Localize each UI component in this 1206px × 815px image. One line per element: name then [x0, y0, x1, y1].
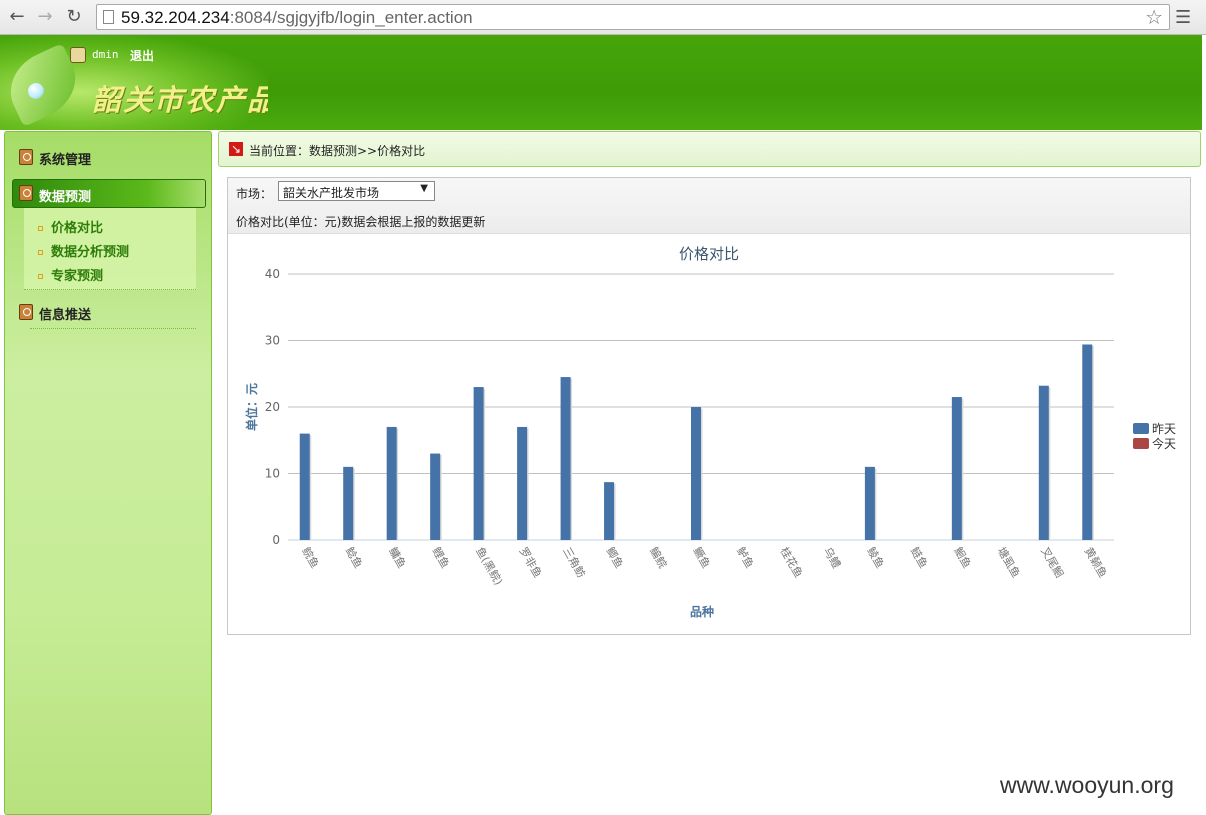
chart-bars: [299, 344, 1094, 540]
content-panel: 市场： 韶关水产批发市场 ▼ 价格对比(单位：元)数据会根据上报的数据更新: [227, 177, 1191, 635]
filter-bar: 市场： 韶关水产批发市场 ▼ 价格对比(单位：元)数据会根据上报的数据更新: [228, 178, 1190, 234]
x-axis-label: 品种: [690, 604, 714, 619]
submenu-label: 专家预测: [51, 269, 104, 284]
submenu-item-expert-forecast[interactable]: 专家预测: [38, 265, 104, 284]
url-path: :8084/sgjgyjfb/login_enter.action: [229, 8, 473, 27]
book-icon: [19, 304, 33, 320]
bar: [1082, 344, 1093, 540]
bar: [560, 377, 571, 540]
x-tick-label: 鲈鱼: [734, 545, 757, 571]
submenu-label: 价格对比: [51, 221, 104, 236]
reload-icon[interactable]: ↻: [66, 6, 82, 27]
submenu-label: 数据分析预测: [51, 245, 130, 260]
url-host: 59.32.204.234: [121, 8, 230, 27]
user-name: dmin: [92, 48, 119, 61]
arrow-down-right-icon: ↘: [229, 142, 243, 156]
sidebar-divider: [30, 328, 196, 329]
address-bar[interactable]: 59.32.204.234:8084/sgjgyjfb/login_enter.…: [96, 4, 1170, 30]
browser-menu-icon[interactable]: ☰: [1175, 7, 1192, 28]
legend-swatch: [1133, 423, 1149, 434]
y-axis-label: 单位：元: [244, 383, 259, 431]
chart-title: 价格对比: [679, 245, 739, 263]
x-tick-label: 乌鳢: [821, 545, 844, 571]
submenu-item-price-compare[interactable]: 价格对比: [38, 217, 104, 236]
bar: [343, 466, 354, 540]
sidebar-item-label: 数据预测: [39, 190, 92, 205]
x-tick-label: 鲫鱼: [603, 545, 626, 571]
bar: [386, 426, 397, 540]
bullet-icon: [38, 226, 43, 231]
forward-icon[interactable]: →: [37, 6, 53, 27]
y-tick-label: 20: [265, 400, 280, 414]
submenu: 价格对比 数据分析预测 专家预测: [24, 208, 196, 290]
header-banner-art: [0, 35, 268, 130]
x-tick-label: 鮰鱼: [951, 545, 974, 571]
bar: [951, 397, 962, 540]
x-tick-label: 鳙鱼: [386, 545, 409, 571]
y-tick-label: 0: [272, 533, 280, 547]
market-select-value: 韶关水产批发市场: [283, 186, 380, 200]
back-icon[interactable]: ←: [9, 6, 25, 27]
url-text: 59.32.204.234:8084/sgjgyjfb/login_enter.…: [121, 8, 473, 28]
sidebar-item-info-push[interactable]: 信息推送: [13, 299, 205, 325]
browser-toolbar: ← → ↻ 59.32.204.234:8084/sgjgyjfb/login_…: [0, 0, 1206, 35]
bar: [517, 426, 528, 540]
sidebar-item-label: 系统管理: [39, 153, 92, 168]
app-header: dmin 退出 韶关市农产品: [0, 35, 1202, 130]
bar: [1038, 385, 1049, 540]
bar: [430, 453, 441, 540]
page-icon: [103, 10, 114, 24]
book-icon: [19, 149, 33, 165]
breadcrumb-text: 当前位置：数据预测>>价格对比: [249, 144, 426, 158]
user-icon: [70, 47, 86, 63]
breadcrumb: ↘ 当前位置：数据预测>>价格对比: [218, 131, 1201, 167]
market-label: 市场：: [236, 187, 273, 201]
x-axis-ticks: 鲩鱼 鲶鱼 鳙鱼 鲤鱼 鱼(黑鲩) 罗非鱼 三角鲂 鲫鱼 鳊鲩 鳜鱼 鲈鱼 桂花鱼 乌鳢 鲮鱼 鲢鱼 鮰鱼 塘虱…: [299, 545, 1110, 588]
legend-label: 昨天: [1152, 422, 1176, 436]
bar: [473, 387, 484, 540]
y-tick-label: 40: [265, 267, 280, 281]
x-tick-label: 三角鲂: [560, 545, 589, 581]
x-tick-label: 鲮鱼: [864, 545, 887, 571]
sidebar-item-system-management[interactable]: 系统管理: [13, 144, 205, 170]
dropdown-arrow-icon: ▼: [420, 183, 428, 194]
bullet-icon: [38, 250, 43, 255]
book-icon: [19, 185, 33, 201]
bar: [864, 466, 875, 540]
x-tick-label: 鳜鱼: [690, 545, 713, 571]
x-tick-label: 桂花鱼: [777, 545, 806, 581]
x-tick-label: 黄颡鱼: [1082, 545, 1111, 581]
y-axis-ticks: 0 10 20 30 40: [265, 267, 280, 547]
unit-note: 价格对比(单位：元)数据会根据上报的数据更新: [236, 215, 486, 229]
water-drop-graphic: [28, 83, 44, 99]
x-tick-label: 鲶鱼: [343, 545, 366, 571]
submenu-item-data-analysis[interactable]: 数据分析预测: [38, 241, 130, 260]
bar: [691, 407, 701, 540]
y-tick-label: 30: [265, 334, 280, 348]
x-tick-label: 叉尾鮰: [1038, 545, 1067, 581]
y-tick-label: 10: [265, 467, 280, 481]
x-tick-label: 罗非鱼: [517, 545, 546, 581]
sidebar-item-data-forecast[interactable]: 数据预测: [12, 179, 206, 208]
x-tick-label: 鳊鲩: [647, 545, 670, 571]
market-select[interactable]: 韶关水产批发市场 ▼: [278, 181, 435, 201]
bar: [299, 433, 310, 540]
logout-link[interactable]: 退出: [130, 49, 155, 63]
price-comparison-chart: 价格对比 0 10 20 30 40 鲩鱼 鲶鱼 鳙鱼 鲤鱼 鱼(黑鲩) 罗非鱼 三角鲂 鲫鱼 鳊鲩 鳜鱼…: [244, 245, 1176, 619]
x-tick-label: 鲤鱼: [430, 545, 453, 571]
x-tick-label: 塘虱鱼: [995, 545, 1024, 581]
x-tick-label: 鱼(黑鲩): [473, 545, 506, 588]
legend-label: 今天: [1152, 436, 1176, 451]
bookmark-star-icon[interactable]: ☆: [1145, 5, 1163, 29]
sidebar-item-label: 信息推送: [39, 308, 92, 323]
x-tick-label: 鲢鱼: [908, 545, 931, 571]
bullet-icon: [38, 274, 43, 279]
x-tick-label: 鲩鱼: [299, 545, 322, 571]
legend-swatch: [1133, 438, 1149, 449]
site-title: 韶关市农产品: [92, 83, 268, 117]
bar: [604, 482, 615, 540]
watermark-text: www.wooyun.org: [1000, 772, 1174, 798]
